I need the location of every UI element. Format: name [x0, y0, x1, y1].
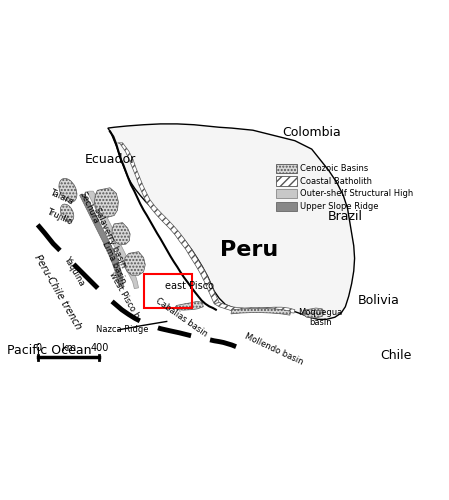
Polygon shape — [87, 191, 139, 288]
Polygon shape — [118, 143, 219, 304]
Polygon shape — [112, 222, 130, 245]
Text: Cabalias basin: Cabalias basin — [154, 296, 209, 339]
Text: Pacific Ocean: Pacific Ocean — [7, 344, 91, 358]
Polygon shape — [108, 124, 355, 320]
Text: 0: 0 — [35, 344, 42, 353]
Text: Coastal Batholith: Coastal Batholith — [300, 176, 372, 186]
Text: Mollendo basin: Mollendo basin — [243, 332, 304, 366]
Text: 400: 400 — [90, 344, 109, 353]
Text: west Pisco b.: west Pisco b. — [107, 270, 142, 322]
Text: Nazca Ridge: Nazca Ridge — [97, 324, 149, 334]
Text: Sechura: Sechura — [78, 190, 100, 226]
Text: Salaverry basin: Salaverry basin — [92, 206, 128, 269]
Text: Peru: Peru — [220, 240, 278, 260]
Text: Talara: Talara — [48, 188, 75, 207]
Bar — [276, 176, 297, 186]
Text: Cenozoic Basins: Cenozoic Basins — [300, 164, 369, 173]
Text: km: km — [62, 344, 76, 353]
Polygon shape — [231, 308, 291, 315]
Text: Colombia: Colombia — [282, 126, 341, 139]
Polygon shape — [79, 194, 123, 287]
Text: Lima basin: Lima basin — [101, 240, 128, 285]
Polygon shape — [214, 302, 295, 313]
Bar — [276, 189, 297, 198]
Text: Chile: Chile — [380, 348, 411, 362]
Text: Upper Slope Ridge: Upper Slope Ridge — [300, 202, 379, 211]
Polygon shape — [94, 188, 119, 217]
Bar — [276, 164, 297, 173]
Text: Yaquina: Yaquina — [62, 254, 86, 288]
Text: Brazil: Brazil — [328, 210, 363, 223]
Ellipse shape — [61, 204, 74, 222]
Text: Outer-shelf Structural High: Outer-shelf Structural High — [300, 189, 414, 198]
Text: Peru-Chile trench: Peru-Chile trench — [32, 253, 83, 331]
Bar — [144, 274, 192, 308]
Text: Ecuador: Ecuador — [84, 153, 136, 166]
Text: Trujillo: Trujillo — [45, 206, 74, 226]
Text: Moquegua
basin: Moquegua basin — [298, 308, 342, 327]
Ellipse shape — [59, 178, 77, 202]
Polygon shape — [124, 252, 145, 275]
Text: east Pisco: east Pisco — [165, 280, 214, 290]
Polygon shape — [303, 308, 324, 318]
Polygon shape — [175, 302, 203, 310]
Text: Bolivia: Bolivia — [358, 294, 400, 307]
Bar — [276, 202, 297, 211]
